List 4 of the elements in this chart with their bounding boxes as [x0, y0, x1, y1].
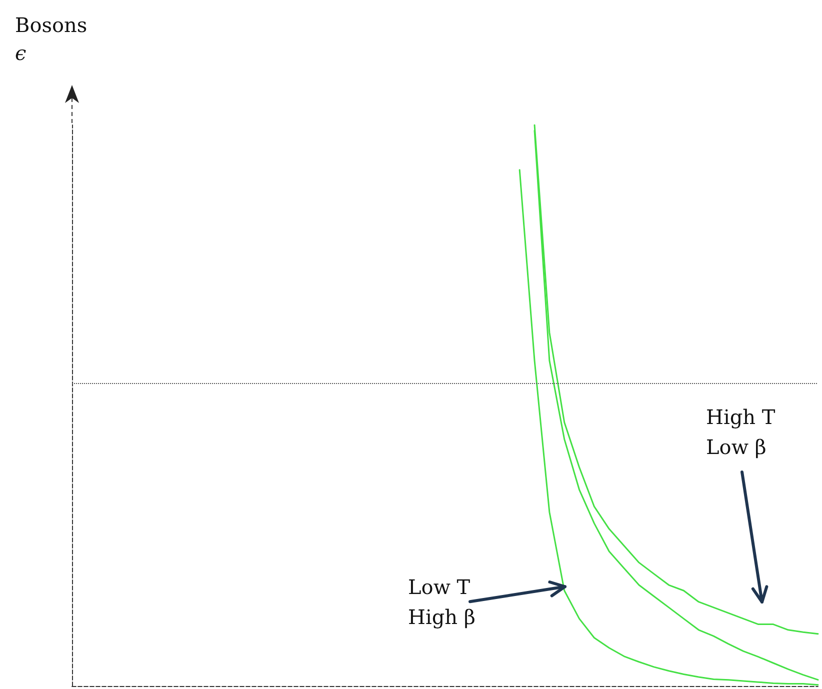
y-axis-title: ϵ [15, 41, 26, 65]
annotation: High T Low β [706, 405, 776, 459]
annotation: Low T High β [408, 575, 476, 629]
chart-title: Bosons [15, 13, 88, 37]
